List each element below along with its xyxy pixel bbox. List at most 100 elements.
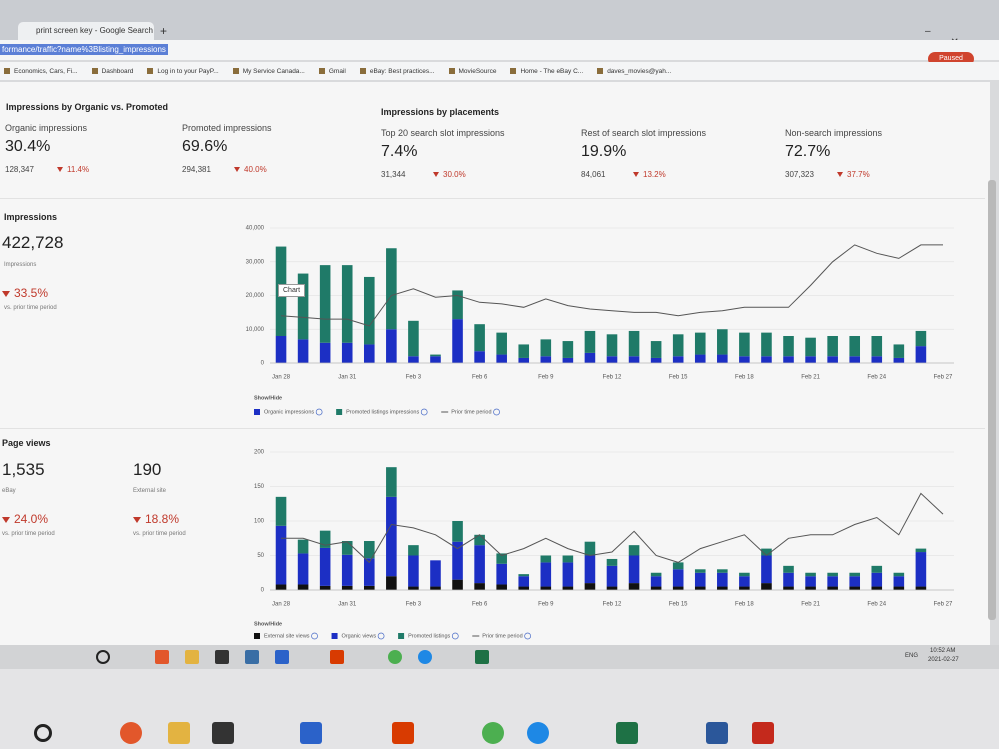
bar-segment bbox=[408, 555, 419, 587]
y-tick-label: 0 bbox=[261, 361, 265, 367]
bookmark[interactable]: Log in to your PayP... bbox=[147, 68, 218, 75]
reflection-icon bbox=[392, 722, 414, 744]
bar-segment bbox=[805, 337, 816, 357]
metric-change-label: vs. prior time period bbox=[133, 531, 186, 537]
reflection-icon bbox=[168, 722, 190, 744]
bar-segment bbox=[386, 576, 397, 590]
bar-segment bbox=[717, 586, 728, 590]
browser-tab[interactable]: print screen key - Google Search bbox=[18, 22, 154, 40]
info-icon bbox=[493, 408, 500, 416]
language[interactable]: ENG bbox=[905, 653, 919, 659]
bar-segment bbox=[341, 541, 353, 555]
legend-label: External site views bbox=[264, 633, 310, 639]
bar-segment bbox=[275, 496, 287, 526]
x-tick-label: Feb 3 bbox=[406, 602, 422, 608]
bar-segment bbox=[650, 572, 662, 577]
metric-change: 11.4% bbox=[57, 165, 89, 174]
bar-segment bbox=[650, 357, 662, 363]
legend-label: Organic impressions bbox=[264, 409, 314, 415]
bookmark[interactable]: Dashboard bbox=[92, 68, 134, 75]
separator bbox=[0, 428, 985, 429]
bookmarks-bar: Economics, Cars, Fi... Dashboard Log in to… bbox=[0, 62, 999, 80]
bookmark[interactable]: Economics, Cars, Fi... bbox=[4, 68, 78, 75]
bar-segment bbox=[341, 265, 353, 343]
app-icon[interactable] bbox=[245, 650, 259, 664]
x-tick-label: Feb 6 bbox=[472, 602, 488, 608]
address-text[interactable]: formance/traffic?name%3Blisting_impressi… bbox=[0, 44, 168, 55]
bar-segment bbox=[849, 572, 861, 577]
bar-segment bbox=[540, 586, 552, 590]
info-icon bbox=[451, 632, 459, 640]
metric-count: 128,347 bbox=[5, 165, 34, 174]
bar-segment bbox=[761, 555, 772, 584]
x-tick-label: Jan 28 bbox=[272, 602, 291, 608]
bar-segment bbox=[805, 356, 816, 363]
app-icon[interactable] bbox=[330, 650, 344, 664]
bar-segment bbox=[893, 572, 905, 577]
start-search[interactable] bbox=[96, 650, 110, 664]
app-icon[interactable] bbox=[418, 650, 432, 664]
metric-label: Organic impressions bbox=[5, 123, 88, 133]
x-tick-label: Jan 28 bbox=[272, 375, 291, 381]
bookmark[interactable]: Gmail bbox=[319, 68, 346, 75]
bookmark[interactable]: daves_movies@yah... bbox=[597, 68, 671, 75]
scrollbar[interactable] bbox=[988, 180, 996, 620]
bar-segment bbox=[562, 357, 574, 363]
bar-segment bbox=[386, 496, 397, 577]
bar-segment bbox=[584, 330, 596, 353]
bookmark[interactable]: eBay: Best practices... bbox=[360, 68, 435, 75]
bar-segment bbox=[739, 576, 750, 587]
total-label: Impressions bbox=[4, 262, 37, 268]
bar-segment bbox=[805, 572, 816, 577]
metric-percent: 30.4% bbox=[5, 138, 51, 155]
show-hide-label: Show/Hide bbox=[254, 621, 282, 627]
clock-time[interactable]: 10:52 AM bbox=[930, 648, 956, 654]
bookmark[interactable]: MovieSource bbox=[449, 68, 497, 75]
bar-segment bbox=[341, 554, 353, 586]
metric-value: 190 bbox=[133, 460, 162, 479]
x-tick-label: Feb 21 bbox=[801, 375, 820, 381]
prior-period-line bbox=[281, 492, 944, 564]
bar-segment bbox=[628, 555, 640, 584]
app-icon[interactable] bbox=[275, 650, 289, 664]
x-tick-label: Feb 9 bbox=[538, 375, 554, 381]
info-icon bbox=[524, 632, 531, 640]
total-value: 422,728 bbox=[2, 233, 64, 252]
bookmark[interactable]: Home - The eBay C... bbox=[510, 68, 583, 75]
bookmark[interactable]: My Service Canada... bbox=[233, 68, 305, 75]
x-tick-label: Feb 24 bbox=[867, 375, 886, 381]
bar-segment bbox=[672, 586, 684, 590]
app-icon[interactable] bbox=[155, 650, 169, 664]
section-title: Impressions by placements bbox=[381, 107, 500, 117]
bar-segment bbox=[297, 584, 309, 590]
clock-date[interactable]: 2021-02-27 bbox=[928, 657, 959, 663]
y-tick-label: 40,000 bbox=[246, 226, 265, 232]
metric-label: eBay bbox=[2, 488, 16, 494]
bar-segment bbox=[452, 579, 463, 590]
app-icon[interactable] bbox=[185, 650, 199, 664]
address-bar[interactable] bbox=[0, 40, 999, 60]
bar-segment bbox=[783, 356, 794, 363]
x-tick-label: Feb 21 bbox=[801, 602, 820, 608]
bar-segment bbox=[717, 572, 728, 587]
legend-swatch bbox=[331, 633, 338, 639]
x-tick-label: Jan 31 bbox=[338, 375, 357, 381]
new-tab-button[interactable]: + bbox=[160, 24, 168, 38]
app-icon[interactable] bbox=[215, 650, 229, 664]
y-tick-label: 50 bbox=[257, 553, 264, 559]
app-icon[interactable] bbox=[388, 650, 402, 664]
bar-segment bbox=[694, 572, 706, 587]
bar-segment bbox=[650, 341, 662, 358]
reflection-icon bbox=[212, 722, 234, 744]
bar-segment bbox=[849, 586, 861, 590]
bar-segment bbox=[275, 584, 287, 590]
reflection-icon bbox=[120, 722, 142, 744]
bar-segment bbox=[761, 332, 772, 357]
bar-segment bbox=[783, 565, 794, 573]
reflection-icon bbox=[34, 724, 52, 742]
page-views-chart: 0 50 100 150 200 Jan 28 Jan 31 Feb 3 Feb 6 Feb 9 F… bbox=[254, 450, 954, 640]
legend-label: Promoted listings impressions bbox=[346, 409, 419, 415]
bar-segment bbox=[540, 562, 552, 587]
app-icon[interactable] bbox=[475, 650, 489, 664]
